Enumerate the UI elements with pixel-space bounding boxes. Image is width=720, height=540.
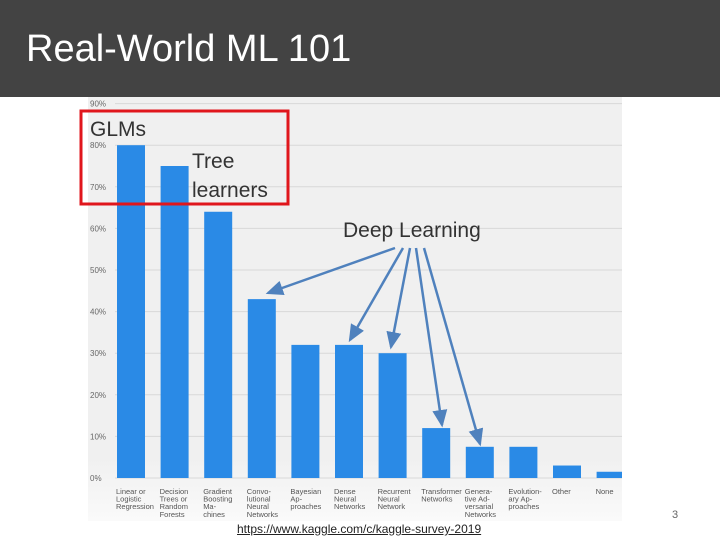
y-tick-label: 90% [90,100,106,109]
title-bar: Real-World ML 101 [0,0,720,97]
x-tick-label: Network [378,502,406,511]
x-tick-label: None [596,487,614,496]
x-tick-label: Trees or [160,495,188,504]
bar [117,145,145,478]
x-tick-label: ary Ap- [508,495,532,504]
x-tick-label: Ap- [290,495,302,504]
bar [247,299,276,478]
tree-learners-label: Tree learners [192,150,268,202]
x-tick-label: Recurrent [378,487,412,496]
y-tick-label: 80% [90,141,106,150]
x-tick-label: Networks [465,510,497,519]
y-tick-label: 70% [90,183,106,192]
x-tick-label: Neural [334,495,356,504]
x-tick-label: Transformer [421,487,462,496]
x-tick-label: Networks [247,510,279,519]
x-tick-label: Networks [421,495,453,504]
bar [378,353,407,478]
y-tick-label: 10% [90,432,106,441]
bar [465,446,494,478]
x-tick-label: Convo- [247,487,272,496]
x-tick-label: chines [203,510,225,519]
bar [596,471,622,478]
x-tick-label: tive Ad- [465,495,491,504]
page-number: 3 [672,509,679,521]
x-tick-label: Linear or [116,487,146,496]
y-tick-label: 30% [90,349,106,358]
x-tick-label: Networks [334,502,366,511]
bar [204,211,233,478]
x-tick-label: Gradient [203,487,233,496]
deep-learning-label: Deep Learning [343,219,481,242]
x-tick-label: Genera- [465,487,493,496]
x-tick-label: Bayesian [290,487,321,496]
x-tick-label: Dense [334,487,356,496]
x-tick-label: Ma- [203,502,216,511]
source-link[interactable]: https://www.kaggle.com/c/kaggle-survey-2… [237,522,482,536]
y-tick-label: 40% [90,308,106,317]
x-tick-label: Boosting [203,495,232,504]
bar [335,344,363,478]
y-tick-label: 20% [90,391,106,400]
bar [509,446,538,478]
glms-label: GLMs [90,118,147,141]
bar-chart: 0% 10% 20% 30% 40% 50% 60% 70% 80% 90% Linear or Lo… [88,97,622,521]
bar [422,428,451,478]
x-tick-label: Forests [160,510,185,519]
x-tick-label: Neural [378,495,400,504]
bar [291,344,320,478]
bar [160,166,189,478]
x-tick-label: Logistic [116,495,142,504]
y-tick-label: 0% [90,474,102,483]
x-tick-label: lutional [247,495,271,504]
x-tick-label: Decision [160,487,189,496]
bar [553,465,581,478]
x-tick-label: Regression [116,502,154,511]
x-tick-label: proaches [290,502,321,511]
x-tick-label: versarial [465,502,494,511]
x-tick-label: Evolution- [508,487,542,496]
x-tick-label: Other [552,487,571,496]
x-tick-label: Random [160,502,188,511]
y-tick-label: 50% [90,266,106,275]
x-tick-label: Neural [247,502,269,511]
y-tick-label: 60% [90,224,106,233]
x-tick-label: proaches [508,502,539,511]
slide-title: Real-World ML 101 [26,28,352,70]
